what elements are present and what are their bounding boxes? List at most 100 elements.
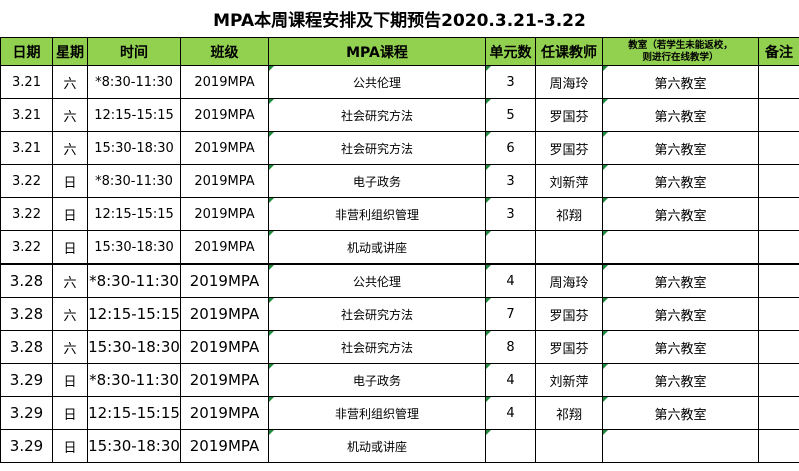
cell-room: 第六教室 (602, 164, 759, 198)
cell-class: 2019MPA (180, 98, 269, 132)
header-date: 日期 (0, 37, 53, 66)
cell-teacher: 周海玲 (535, 263, 603, 298)
cell-time: *8:30-11:30 (87, 65, 181, 99)
cell-note (758, 65, 799, 99)
cell-course: 公共伦理 (268, 65, 486, 99)
header-time: 时间 (87, 37, 181, 66)
cell-date: 3.22 (0, 230, 53, 265)
header-class: 班级 (180, 37, 269, 66)
cell-time: *8:30-11:30 (87, 363, 181, 397)
cell-room: 第六教室 (602, 396, 759, 430)
cell-teacher: 祁翔 (535, 197, 603, 231)
cell-teacher: 刘新萍 (535, 164, 603, 198)
cell-date: 3.29 (0, 363, 53, 397)
table-row: 3.21 六 *8:30-11:30 2019MPA 公共伦理 3 周海玲 第六教室 (0, 65, 799, 99)
cell-note (758, 330, 799, 364)
table-row: 3.22 日 15:30-18:30 2019MPA 机动或讲座 (0, 230, 799, 265)
cell-unit (485, 429, 536, 463)
header-row: 日期 星期 时间 班级 MPA课程 单元数 任课教师 教室（若学生未能返校， 则… (0, 37, 799, 66)
cell-course: 电子政务 (268, 363, 486, 397)
schedule-table: 日期 星期 时间 班级 MPA课程 单元数 任课教师 教室（若学生未能返校， 则… (0, 37, 799, 463)
cell-time: 15:30-18:30 (87, 429, 181, 463)
cell-teacher: 罗国芬 (535, 297, 603, 331)
cell-weekday: 日 (52, 396, 88, 430)
cell-unit: 6 (485, 131, 536, 165)
table-row: 3.22 日 *8:30-11:30 2019MPA 电子政务 3 刘新萍 第六教室 (0, 164, 799, 198)
cell-teacher: 罗国芬 (535, 98, 603, 132)
cell-teacher: 祁翔 (535, 396, 603, 430)
cell-date: 3.29 (0, 429, 53, 463)
cell-class: 2019MPA (180, 330, 269, 364)
cell-date: 3.22 (0, 164, 53, 198)
table-row: 3.28 六 15:30-18:30 2019MPA 社会研究方法 8 罗国芬 第六教室 (0, 330, 799, 364)
cell-unit: 5 (485, 98, 536, 132)
cell-note (758, 363, 799, 397)
cell-course: 非营利组织管理 (268, 396, 486, 430)
cell-note (758, 297, 799, 331)
cell-weekday: 日 (52, 429, 88, 463)
page-title: MPA本周课程安排及下期预告2020.3.21-3.22 (213, 11, 586, 31)
cell-room: 第六教室 (602, 363, 759, 397)
cell-note (758, 197, 799, 231)
header-room-line1: 教室（若学生未能返校， (628, 39, 733, 51)
cell-course: 公共伦理 (268, 263, 486, 298)
cell-note (758, 396, 799, 430)
cell-class: 2019MPA (180, 164, 269, 198)
cell-date: 3.22 (0, 197, 53, 231)
header-room: 教室（若学生未能返校， 则进行在线教学） (602, 37, 759, 66)
cell-note (758, 164, 799, 198)
table-row: 3.28 六 12:15-15:15 2019MPA 社会研究方法 7 罗国芬 第六教室 (0, 297, 799, 331)
cell-time: 15:30-18:30 (87, 330, 181, 364)
cell-class: 2019MPA (180, 263, 269, 298)
cell-unit (485, 230, 536, 265)
header-room-line2: 则进行在线教学） (642, 51, 719, 63)
table-row: 3.21 六 12:15-15:15 2019MPA 社会研究方法 5 罗国芬 第六教室 (0, 98, 799, 132)
header-note: 备注 (758, 37, 799, 66)
cell-weekday: 六 (52, 297, 88, 331)
cell-room (602, 429, 759, 463)
cell-course: 机动或讲座 (268, 230, 486, 265)
cell-class: 2019MPA (180, 197, 269, 231)
cell-teacher: 罗国芬 (535, 330, 603, 364)
cell-room (602, 230, 759, 265)
table-row: 3.29 日 *8:30-11:30 2019MPA 电子政务 4 刘新萍 第六教室 (0, 363, 799, 397)
table-row: 3.29 日 12:15-15:15 2019MPA 非营利组织管理 4 祁翔 第六教室 (0, 396, 799, 430)
cell-room: 第六教室 (602, 263, 759, 298)
cell-course: 机动或讲座 (268, 429, 486, 463)
cell-room: 第六教室 (602, 65, 759, 99)
cell-time: 12:15-15:15 (87, 98, 181, 132)
cell-room: 第六教室 (602, 98, 759, 132)
cell-weekday: 六 (52, 65, 88, 99)
cell-date: 3.28 (0, 330, 53, 364)
cell-class: 2019MPA (180, 363, 269, 397)
cell-room: 第六教室 (602, 330, 759, 364)
cell-class: 2019MPA (180, 297, 269, 331)
cell-unit: 4 (485, 396, 536, 430)
cell-room: 第六教室 (602, 297, 759, 331)
cell-note (758, 263, 799, 298)
cell-unit: 3 (485, 164, 536, 198)
cell-course: 社会研究方法 (268, 330, 486, 364)
cell-note (758, 131, 799, 165)
cell-teacher: 刘新萍 (535, 363, 603, 397)
cell-date: 3.28 (0, 263, 53, 298)
cell-date: 3.21 (0, 65, 53, 99)
cell-date: 3.29 (0, 396, 53, 430)
cell-note (758, 429, 799, 463)
cell-unit: 4 (485, 263, 536, 298)
cell-weekday: 六 (52, 98, 88, 132)
cell-time: *8:30-11:30 (87, 164, 181, 198)
table-row: 3.28 六 *8:30-11:30 2019MPA 公共伦理 4 周海玲 第六教室 (0, 263, 799, 298)
cell-weekday: 六 (52, 330, 88, 364)
cell-course: 社会研究方法 (268, 131, 486, 165)
cell-weekday: 六 (52, 263, 88, 298)
cell-note (758, 230, 799, 265)
cell-unit: 3 (485, 65, 536, 99)
header-course: MPA课程 (268, 37, 486, 66)
cell-date: 3.21 (0, 131, 53, 165)
cell-course: 社会研究方法 (268, 297, 486, 331)
table-row: 3.29 日 15:30-18:30 2019MPA 机动或讲座 (0, 429, 799, 463)
table-row: 3.21 六 15:30-18:30 2019MPA 社会研究方法 6 罗国芬 第六教室 (0, 131, 799, 165)
cell-time: 12:15-15:15 (87, 297, 181, 331)
cell-course: 社会研究方法 (268, 98, 486, 132)
